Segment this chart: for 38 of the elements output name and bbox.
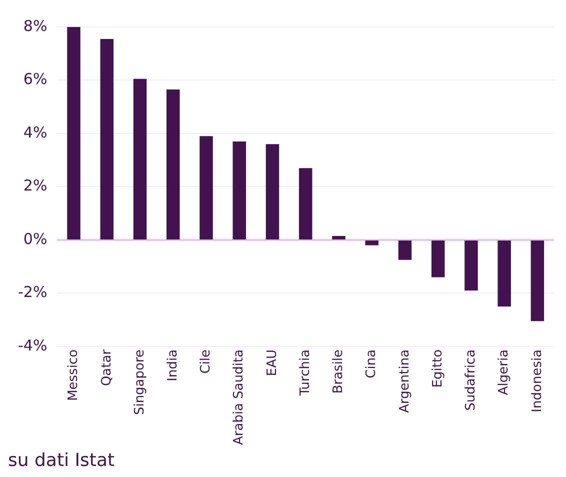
y-tick-label: -2% (18, 283, 48, 302)
bar (398, 240, 412, 260)
bar (67, 27, 80, 240)
x-tick-label: EAU (264, 349, 280, 376)
bar (365, 240, 378, 246)
x-tick-label: Indonesia (530, 349, 545, 412)
x-tick-label: India (166, 349, 180, 382)
x-tick-label: Algeria (496, 349, 512, 396)
bar (332, 236, 346, 240)
x-tick-label: Messico (66, 349, 82, 401)
text: su dati Istat (8, 450, 116, 471)
x-tick-label: Cile (198, 349, 214, 374)
y-tick-label: 4% (23, 123, 48, 142)
x-tick-label: Qatar (99, 348, 114, 386)
bar (431, 240, 445, 278)
bar (498, 240, 511, 307)
x-tick-label: Sudafrica (464, 349, 479, 411)
y-tick-label: -4% (18, 336, 48, 354)
x-tick-label: Brasile (331, 349, 346, 394)
x-tick-label: Egitto (430, 349, 446, 388)
bar (530, 240, 544, 322)
y-tick-label: 0% (23, 230, 48, 248)
x-tick-label: Cina (364, 349, 380, 378)
bar (464, 240, 478, 291)
bar (298, 168, 312, 240)
bar (166, 90, 180, 240)
x-tick-label: Singapore (132, 349, 148, 416)
bar (266, 144, 280, 240)
x-tick-label: Turchia (298, 349, 313, 397)
y-tick-label: 2% (23, 176, 48, 195)
x-tick-label: Arabia Saudita (232, 349, 247, 446)
bar (232, 141, 246, 240)
y-tick-label: 8% (23, 16, 48, 35)
bar (200, 136, 213, 240)
bar (100, 38, 114, 240)
bar (133, 78, 147, 240)
y-tick-label: 6% (23, 70, 48, 88)
x-tick-label: Argentina (397, 349, 412, 413)
